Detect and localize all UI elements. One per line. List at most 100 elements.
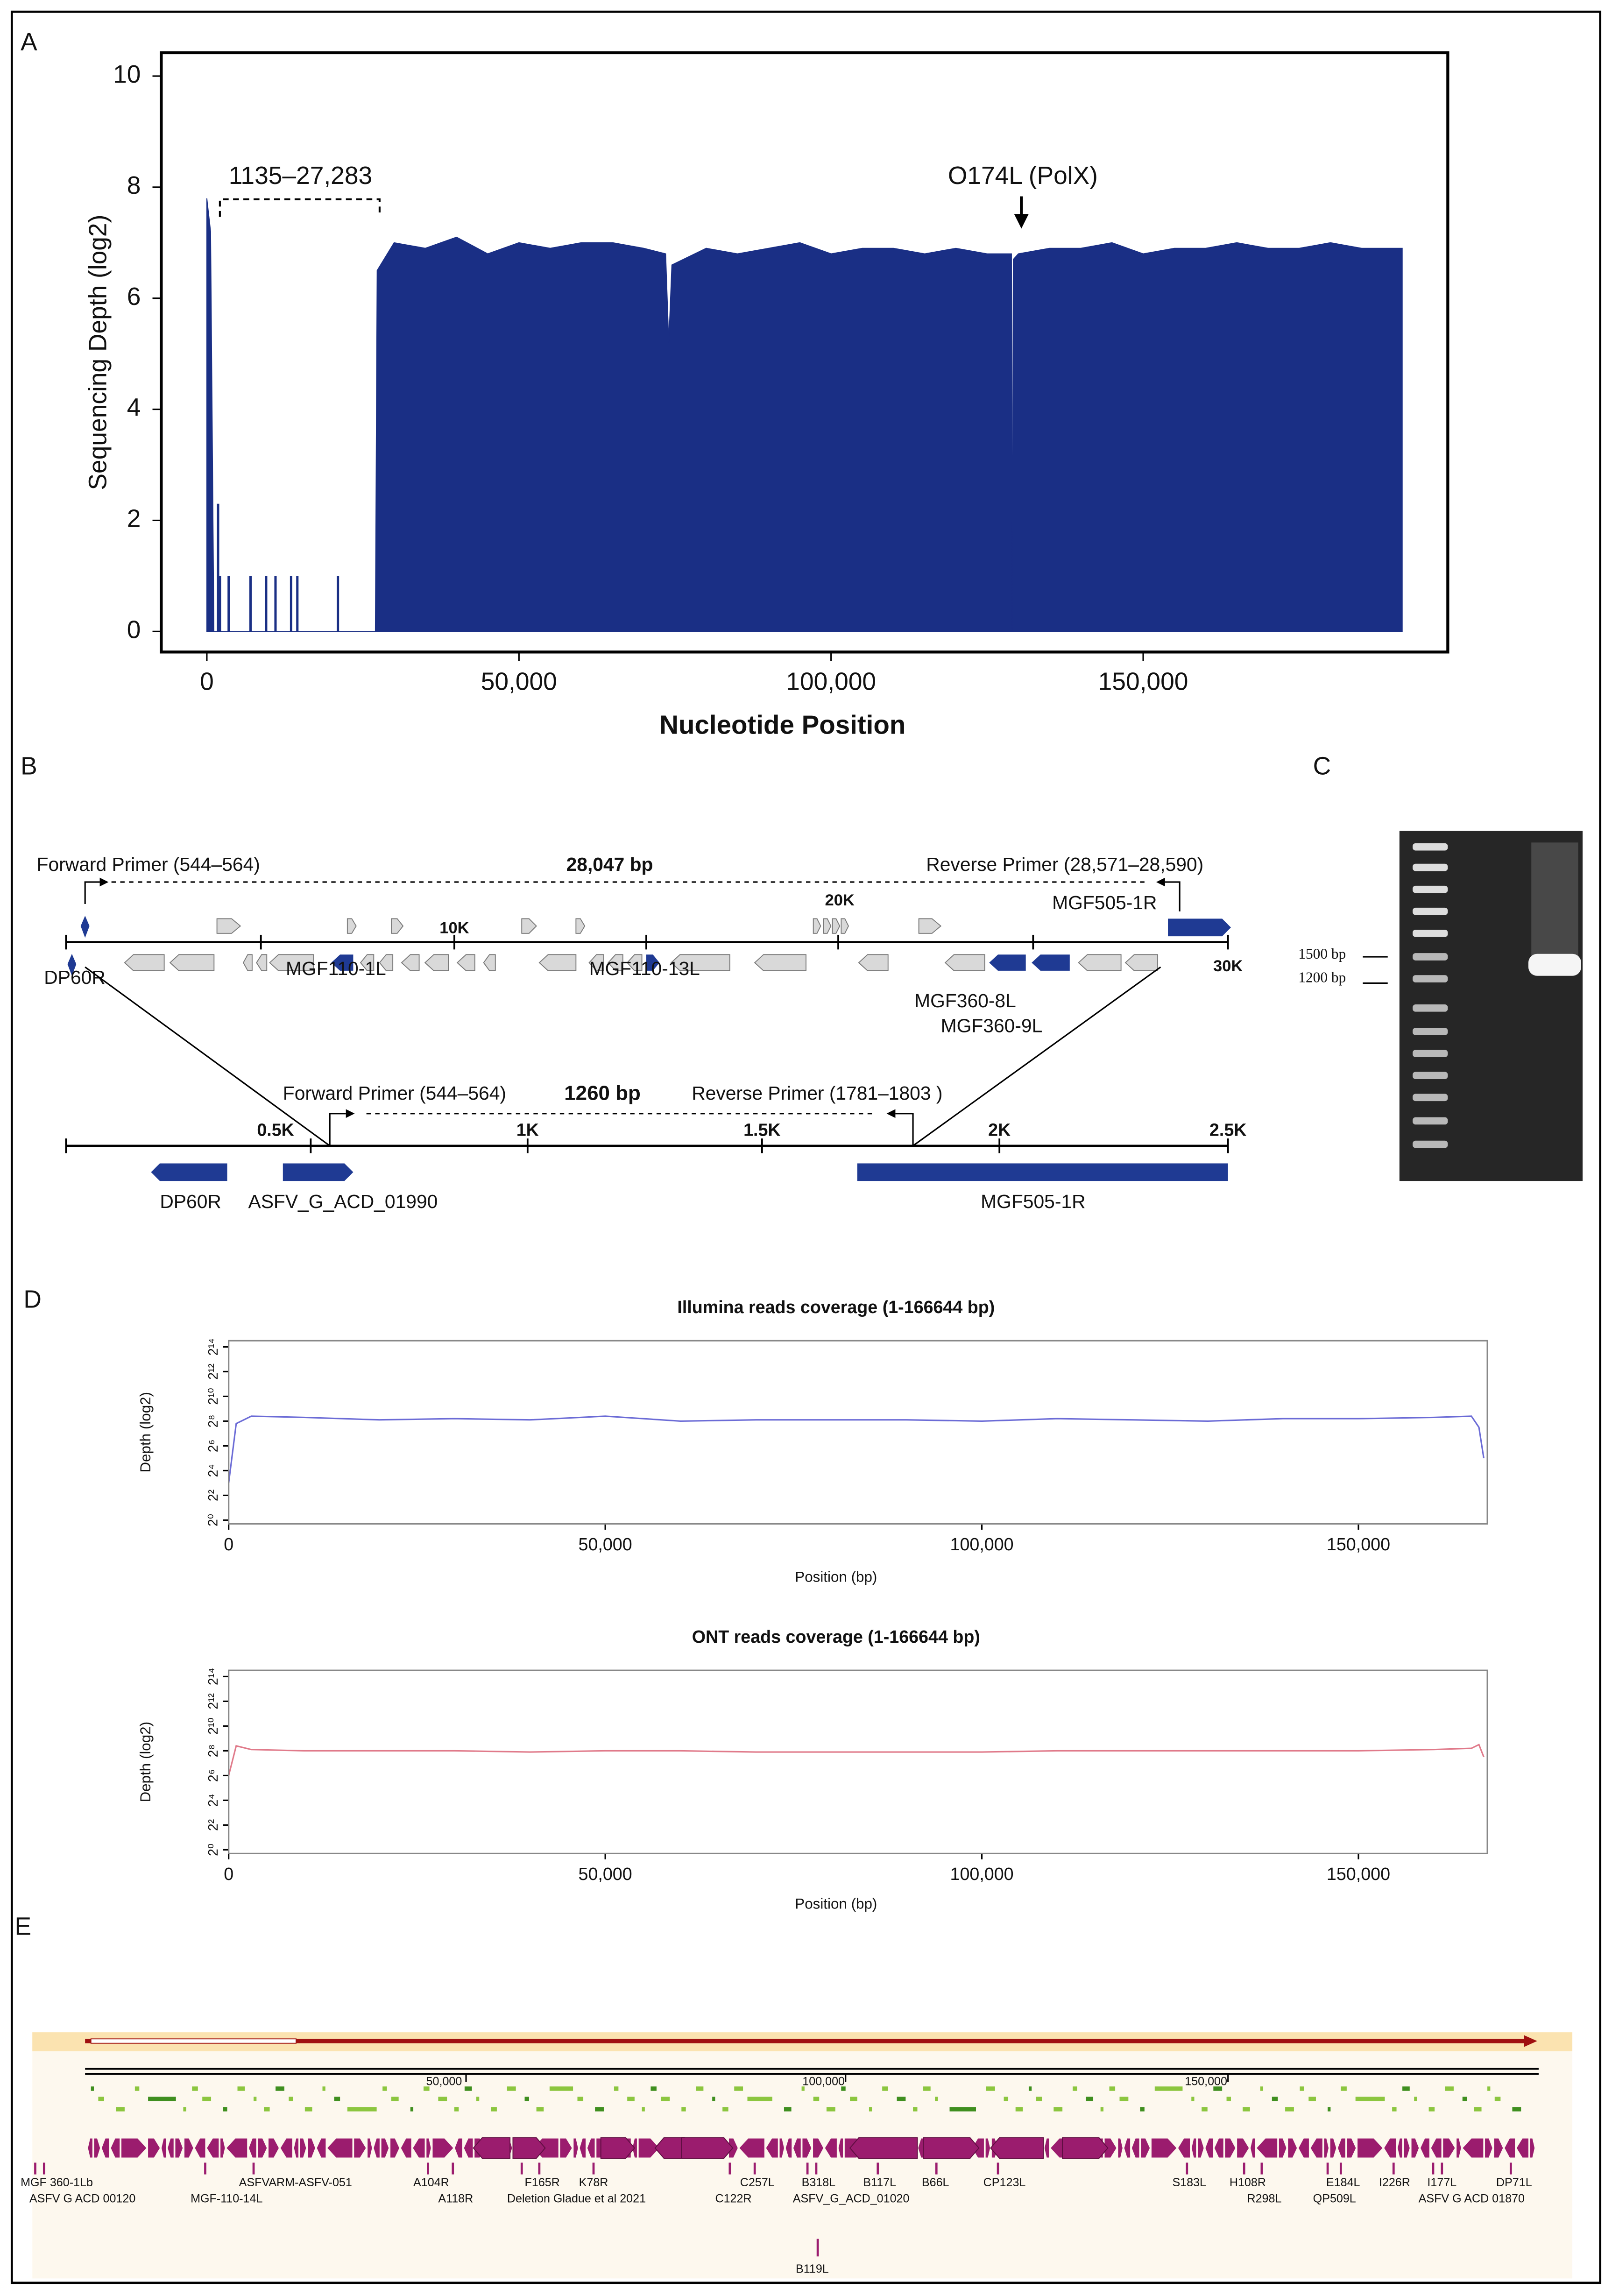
y-tick-label: 4 [127,394,141,422]
gene-label: MGF110-1L [286,958,386,979]
panel-label: B [21,752,37,780]
gene-arrow [1078,954,1122,971]
gene-arrow [175,2138,183,2158]
gene-label: MGF-110-14L [191,2192,262,2205]
zoom-line [85,966,331,1147]
feature [614,2086,619,2091]
gene-arrow [256,954,268,971]
genome-arrowhead [1524,2035,1537,2047]
feature [1243,2107,1250,2112]
x-axis-label: Nucleotide Position [659,710,905,739]
gene-arrow [1357,2138,1383,2158]
gene-arrow [1191,2138,1196,2158]
x-tick-label: 100,000 [950,1864,1014,1884]
ladder-band [1413,1094,1448,1102]
scale-label: 0.5K [257,1120,294,1139]
feature [237,2086,245,2091]
x-axis-label: Position (bp) [795,1895,877,1912]
feature [1414,2097,1417,2101]
chart-title: ONT reads coverage (1-166644 bp) [692,1627,980,1646]
gene-arrow [258,2138,267,2158]
gene-arrow [300,2138,306,2158]
gene-label: R298L [1247,2192,1281,2205]
gene-arrow [1062,2137,1109,2159]
gene-arrow [575,918,586,934]
gene-arrow [413,2138,425,2158]
gene-arrow [823,918,832,934]
gene-arrow [248,2138,256,2158]
gene-arrow [360,954,375,971]
feature [784,2107,792,2112]
scale-label: 2K [988,1120,1011,1139]
primer-arrow [329,1113,346,1146]
panel-label: E [15,1913,32,1940]
gene-arrow [1279,2138,1287,2158]
y-tick-label: 0 [127,616,141,643]
gene-arrow [608,954,623,971]
primer-arrowhead [346,1109,355,1118]
gene-label: K78R [579,2176,608,2189]
gene-arrow [785,2138,792,2158]
gene-arrow [111,2138,120,2158]
feature [1308,2097,1316,2101]
feature [192,2086,198,2091]
y-axis-label: Depth (log2) [137,1392,154,1473]
feature [454,2107,459,2112]
scale-label: 30K [1213,957,1243,975]
annotation-arrowhead [1014,214,1029,229]
gene-arrow [739,2138,764,2158]
gene-arrow [269,2138,279,2158]
zoom-line [912,966,1161,1147]
feature [549,2086,573,2091]
gene-arrow [346,918,357,934]
gene-arrow [990,2137,1044,2159]
gene-arrow [1347,2138,1356,2158]
gene-arrow [1485,2138,1492,2158]
y-tick-label: 2⁰ [205,1514,220,1526]
gene-arrow [766,2138,778,2158]
feature [712,2097,715,2101]
panel-label: C [1313,752,1331,780]
feature [148,2097,176,2101]
feature [627,2097,635,2101]
feature [91,2086,94,2091]
gene-label: ASFV_G_ACD_01990 [248,1191,438,1212]
feature [661,2097,670,2101]
gene-arrow [813,2138,824,2158]
gene-arrow [1198,2138,1204,2158]
ladder-band [1413,975,1448,982]
gene-arrow [94,2138,100,2158]
primer-label: Reverse Primer (1781–1803 ) [692,1082,942,1104]
gene-arrow [269,954,314,971]
gene-arrow [1032,954,1070,971]
y-tick-label: 2¹⁰ [205,1388,220,1405]
ladder-band [1413,907,1448,915]
gene-arrow [841,918,849,934]
gene-arrow [538,954,577,971]
gene-arrow [1338,2138,1345,2158]
scale-label: 20K [825,891,855,909]
gene-arrow [1151,2138,1177,2158]
amplicon-length: 1260 bp [564,1082,641,1105]
gene-arrow [681,2137,734,2159]
gene-arrow [1225,2138,1236,2158]
gene-label: ASFVARM-ASFV-051 [239,2176,352,2189]
plot-frame [228,1669,1488,1854]
feature [650,2086,657,2091]
feature [850,2097,857,2101]
gene-arrow [1463,2138,1484,2158]
ladder-band [1413,953,1448,961]
ladder-band [1413,1028,1448,1035]
deletion-region [90,2038,297,2044]
ladder-band [1413,929,1448,937]
feature [1004,2097,1009,2101]
gene-arrow [1257,2138,1278,2158]
gene-arrow [1411,2138,1419,2158]
gene-arrow [638,2138,659,2158]
gene-label: CP123L [983,2176,1026,2189]
gene-arrow [483,954,496,971]
gene-arrow [588,954,604,971]
feature [642,2107,645,2112]
gene-arrow [101,2138,109,2158]
